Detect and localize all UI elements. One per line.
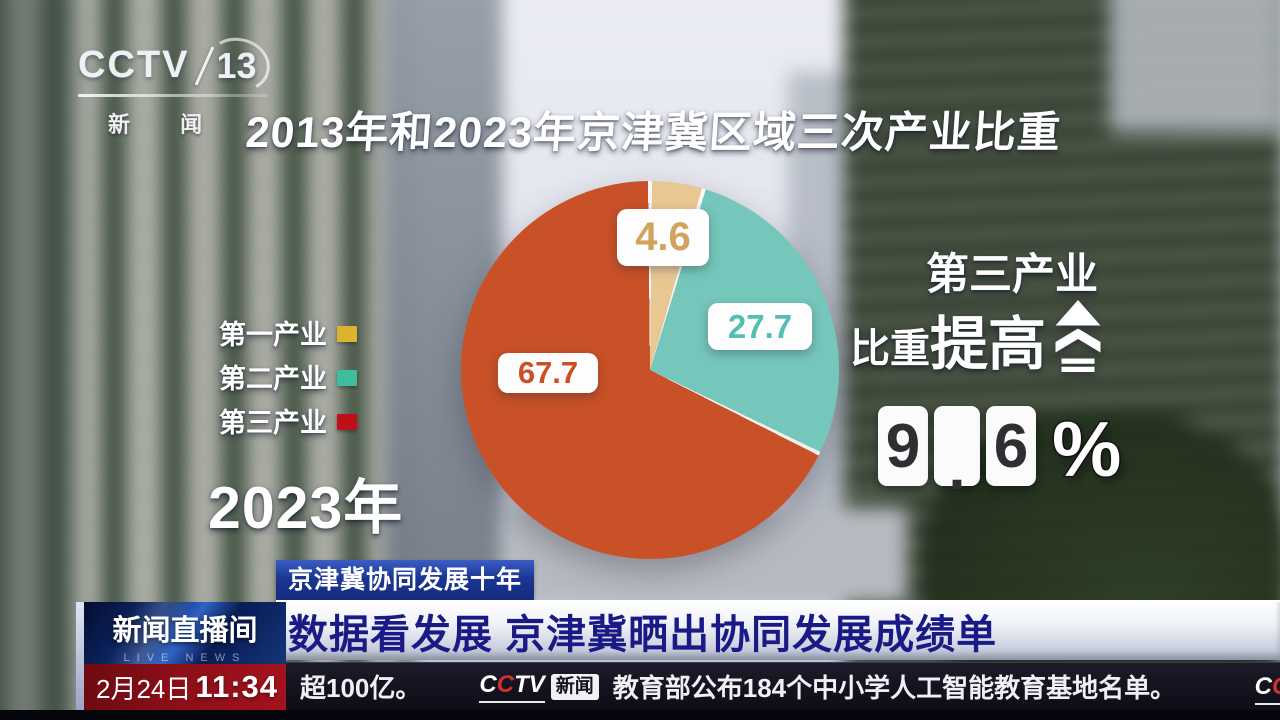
datetime-box: 2月24日 11:34 bbox=[84, 664, 286, 710]
rise-arrow-icon bbox=[1055, 300, 1101, 372]
channel-number: 13 bbox=[216, 44, 257, 86]
program-name: 新闻直播间 bbox=[112, 615, 258, 647]
topic-tag-banner: 京津冀协同发展十年 bbox=[276, 560, 535, 600]
cctv-news-logo: CCTV 新闻 bbox=[479, 671, 599, 703]
legend-label: 第一产业 bbox=[219, 319, 327, 350]
bottom-black-strip bbox=[0, 710, 1280, 720]
date-text: 2月24日 bbox=[96, 673, 192, 704]
year-label: 2023年 bbox=[208, 475, 404, 541]
percent-sign: % bbox=[1050, 404, 1122, 493]
logo-underline bbox=[78, 94, 268, 97]
legend-label: 第二产业 bbox=[219, 363, 327, 394]
banner-edge-strip bbox=[76, 602, 84, 710]
cctv13-logo: CCTV 13 新 闻 bbox=[78, 44, 268, 139]
news-ticker: 超100亿。 CCTV 新闻 教育部公布184个中小学人工智能教育基地名单。 C… bbox=[286, 662, 1280, 710]
legend-item-secondary: 第二产业 bbox=[219, 361, 357, 394]
cctv-logo-text: CCTV bbox=[78, 44, 190, 86]
slice-value-primary: 4.6 bbox=[617, 209, 709, 266]
time-text: 11:34 bbox=[195, 669, 278, 704]
headline-text: 数据看发展 京津冀晒出协同发展成绩单 bbox=[288, 613, 998, 657]
cctv-news-logo-partial: CCTV bbox=[1254, 673, 1280, 705]
digit-tile: 6 bbox=[986, 406, 1036, 486]
legend-swatch-yellow bbox=[337, 326, 357, 342]
digit-tile: 9 bbox=[878, 406, 928, 486]
program-box: 新闻直播间 LIVE NEWS bbox=[84, 602, 286, 664]
annotation-prefix: 比重 bbox=[850, 327, 930, 371]
slice-value-tertiary: 67.7 bbox=[498, 353, 598, 393]
legend-swatch-red bbox=[337, 414, 357, 430]
chart-title: 2013年和2023年京津冀区域三次产业比重 bbox=[244, 109, 1063, 157]
headline-banner: 数据看发展 京津冀晒出协同发展成绩单 bbox=[276, 600, 1280, 660]
annotation-verb: 提高 bbox=[930, 312, 1047, 377]
cctv-wordmark: CCTV bbox=[479, 671, 545, 703]
news-badge: 新闻 bbox=[550, 673, 599, 700]
channel-subtitle: 新 闻 bbox=[108, 112, 225, 137]
slice-value-secondary: 27.7 bbox=[708, 303, 812, 350]
live-caption: LIVE NEWS bbox=[123, 652, 247, 664]
legend-item-tertiary: 第三产业 bbox=[219, 405, 357, 438]
cctv-wordmark: CCTV bbox=[1254, 673, 1280, 705]
legend-item-primary: 第一产业 bbox=[219, 317, 357, 350]
ticker-item: 教育部公布184个中小学人工智能教育基地名单。 bbox=[612, 673, 1177, 703]
annotation-value: 9 . 6 % bbox=[878, 404, 1123, 499]
ticker-item: 超100亿。 bbox=[300, 673, 422, 703]
annotation-rise: 比重 提高 bbox=[850, 300, 1102, 374]
legend-swatch-teal bbox=[337, 370, 357, 386]
annotation-industry: 第三产业 bbox=[926, 251, 1098, 299]
legend-label: 第三产业 bbox=[219, 407, 327, 438]
dot-tile: . bbox=[934, 406, 980, 499]
